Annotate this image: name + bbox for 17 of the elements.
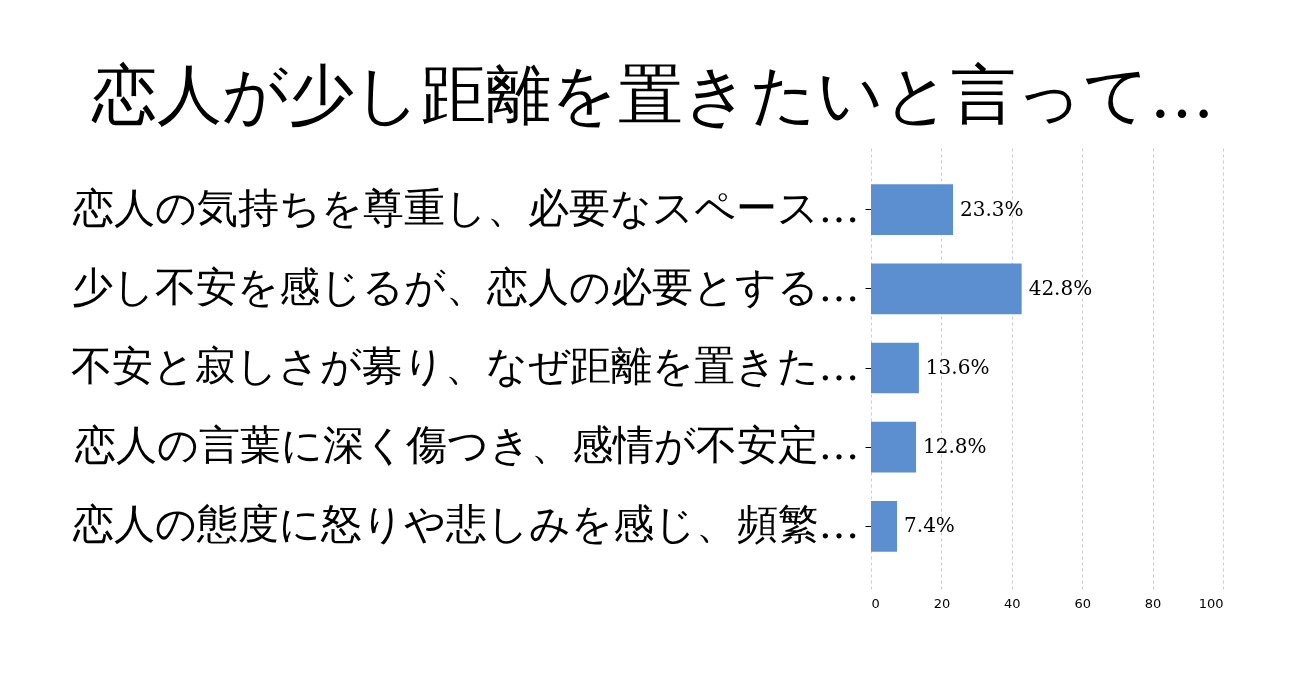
y-tick-label: 恋人の態度に怒りや悲しみを感じ、頻繁… xyxy=(71,500,860,549)
data-label: 12.8% xyxy=(923,434,987,459)
data-label: 13.6% xyxy=(925,355,990,379)
y-tick-label: 恋人の言葉に深く傷つき、感情が不安定… xyxy=(73,421,860,470)
x-tick-label: 40 xyxy=(1004,595,1021,611)
data-label: 7.4% xyxy=(904,513,955,538)
y-tick-label: 少し不安を感じるが、恋人の必要とする… xyxy=(71,262,860,311)
x-tick-label: 100 xyxy=(1198,595,1224,611)
y-tick-label: 恋人の気持ちを尊重し、必要なスペース… xyxy=(71,183,860,232)
x-tick-label: 20 xyxy=(933,595,951,611)
x-tick-label: 0 xyxy=(871,595,880,611)
data-label: 42.8% xyxy=(1028,275,1093,300)
x-tick-label: 80 xyxy=(1144,595,1162,611)
y-tick-label: 不安と寂しさが募り、なぜ距離を置きた… xyxy=(70,342,860,390)
x-tick-label: 60 xyxy=(1074,595,1091,611)
chart-title: 恋人が少し距離を置きたいと言って… xyxy=(90,57,1215,132)
data-label: 23.3% xyxy=(960,196,1024,221)
